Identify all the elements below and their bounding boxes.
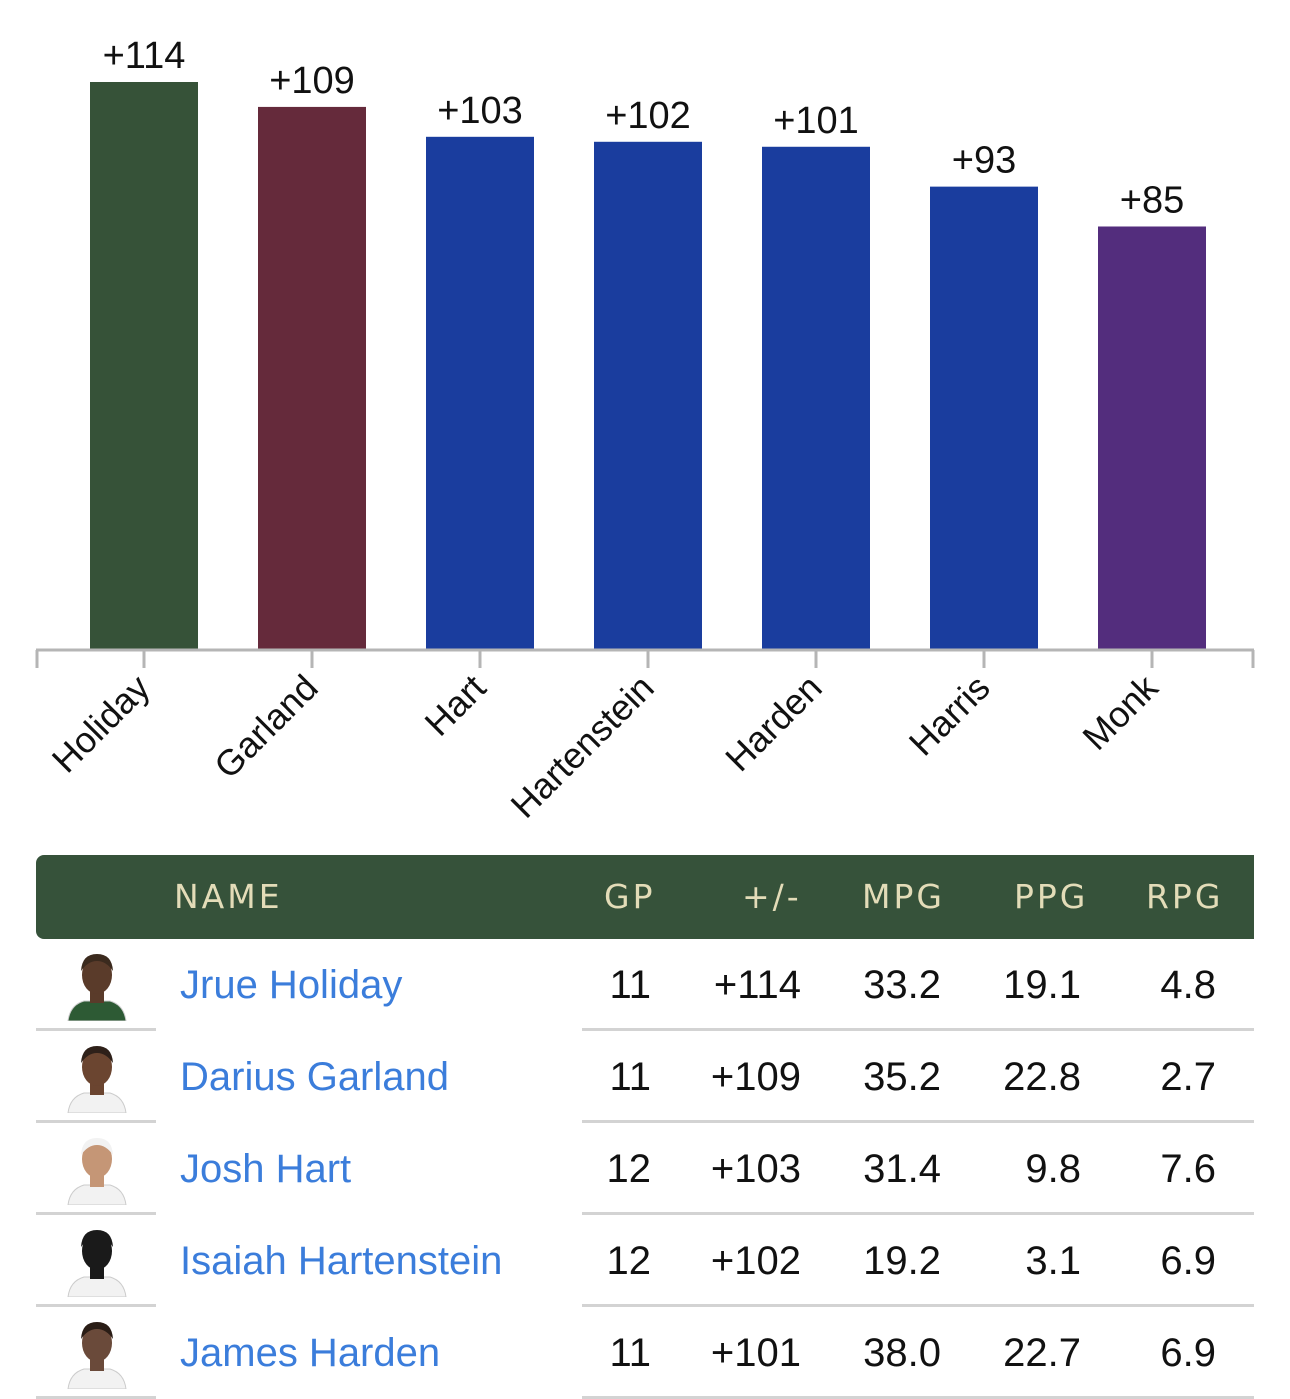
column-header-mpg[interactable]: MPG: [862, 877, 945, 916]
cell-mpg: 33.2: [863, 963, 941, 1007]
bars-group: [90, 82, 1206, 651]
cell-gp: 11: [609, 1331, 651, 1375]
table-row: Darius Garland 11 +109 35.2 22.8 2.7: [36, 1031, 1254, 1123]
value-label-harden: +101: [773, 100, 859, 142]
cell-ppg: 22.7: [1003, 1331, 1081, 1375]
row-divider: [36, 1212, 156, 1215]
category-label-harris: Harris: [901, 667, 998, 764]
column-header-rpg[interactable]: RPG: [1146, 877, 1224, 916]
cell-rpg: 6.9: [1160, 1239, 1216, 1283]
column-header-ppg[interactable]: PPG: [1014, 877, 1089, 916]
table-row: Jrue Holiday 11 +114 33.2 19.1 4.8: [36, 939, 1254, 1031]
cell-gp: 11: [609, 963, 651, 1007]
bar-chart: +114 +109 +103 +102 +101 +93 +85 Holiday Garlan…: [35, 35, 1255, 826]
category-label-monk: Monk: [1074, 666, 1166, 758]
stats-table: NAME GP +/- MPG PPG RPG Jrue Holiday 11 +1…: [36, 855, 1254, 1399]
cell-ppg: 3.1: [1025, 1239, 1081, 1283]
category-labels-group: Holiday Garland Hart Hartenstein Harden Harri…: [44, 666, 1167, 826]
cell-rpg: 6.9: [1160, 1331, 1216, 1375]
player-avatar-icon: [62, 1133, 132, 1206]
cell-ppg: 19.1: [1003, 963, 1081, 1007]
cell-plus-minus: +109: [710, 1055, 801, 1099]
bar-holiday: [90, 82, 198, 650]
cell-rpg: 2.7: [1160, 1055, 1216, 1099]
cell-gp: 12: [606, 1239, 652, 1283]
row-divider: [582, 1212, 1254, 1215]
bar-monk: [1098, 226, 1206, 651]
player-name-link[interactable]: Josh Hart: [180, 1147, 352, 1191]
row-divider: [36, 1304, 156, 1307]
player-name-link[interactable]: Jrue Holiday: [180, 963, 403, 1007]
column-header-plus-minus[interactable]: +/-: [742, 877, 802, 916]
cell-rpg: 7.6: [1160, 1147, 1216, 1191]
cell-gp: 11: [609, 1055, 651, 1099]
value-label-monk: +85: [1120, 179, 1184, 221]
player-avatar-icon: [62, 949, 132, 1022]
row-divider: [582, 1120, 1254, 1123]
bar-garland: [258, 106, 366, 650]
column-header-gp[interactable]: GP: [604, 877, 656, 916]
cell-plus-minus: +114: [713, 963, 801, 1007]
cell-plus-minus: +101: [710, 1331, 801, 1375]
player-avatar-icon: [62, 1225, 132, 1298]
row-divider: [36, 1120, 156, 1123]
value-labels-group: +114 +109 +103 +102 +101 +93 +85: [103, 35, 1185, 221]
cell-mpg: 31.4: [863, 1147, 941, 1191]
player-avatar-icon: [62, 1317, 132, 1390]
value-label-harris: +93: [952, 140, 1016, 182]
category-label-harden: Harden: [717, 667, 829, 779]
bar-harris: [930, 186, 1038, 650]
value-label-holiday: +114: [103, 35, 186, 77]
column-header-name[interactable]: NAME: [174, 877, 283, 916]
cell-mpg: 38.0: [863, 1331, 941, 1375]
player-avatar-icon: [62, 1041, 132, 1114]
cell-plus-minus: +102: [710, 1239, 801, 1283]
player-name-link[interactable]: Isaiah Hartenstein: [180, 1239, 503, 1283]
bar-hart: [426, 136, 534, 651]
value-label-hart: +103: [437, 90, 523, 132]
category-label-hartenstein: Hartenstein: [502, 667, 661, 826]
player-name-link[interactable]: James Harden: [180, 1331, 441, 1375]
cell-rpg: 4.8: [1160, 963, 1216, 1007]
table-row: James Harden 11 +101 38.0 22.7 6.9: [36, 1307, 1254, 1399]
player-name-link[interactable]: Darius Garland: [180, 1055, 450, 1099]
cell-ppg: 9.8: [1025, 1147, 1081, 1191]
bar-hartenstein: [594, 141, 702, 650]
category-label-garland: Garland: [206, 667, 326, 787]
row-divider: [582, 1028, 1254, 1031]
value-label-garland: +109: [269, 60, 355, 102]
row-divider: [582, 1304, 1254, 1307]
cell-plus-minus: +103: [710, 1147, 801, 1191]
x-axis: [35, 648, 1255, 668]
table-header: NAME GP +/- MPG PPG RPG: [36, 855, 1254, 939]
cell-mpg: 35.2: [863, 1055, 941, 1099]
row-divider: [36, 1028, 156, 1031]
category-label-hart: Hart: [417, 667, 494, 744]
cell-gp: 12: [606, 1147, 652, 1191]
cell-mpg: 19.2: [863, 1239, 941, 1283]
table-row: Josh Hart 12 +103 31.4 9.8 7.6: [36, 1123, 1254, 1215]
cell-ppg: 22.8: [1003, 1055, 1081, 1099]
value-label-hartenstein: +102: [605, 95, 691, 137]
category-label-holiday: Holiday: [44, 667, 158, 781]
table-row: Isaiah Hartenstein 12 +102 19.2 3.1 6.9: [36, 1215, 1254, 1307]
table-body: Jrue Holiday 11 +114 33.2 19.1 4.8 Darius Garl…: [36, 939, 1254, 1399]
bar-harden: [762, 146, 870, 651]
